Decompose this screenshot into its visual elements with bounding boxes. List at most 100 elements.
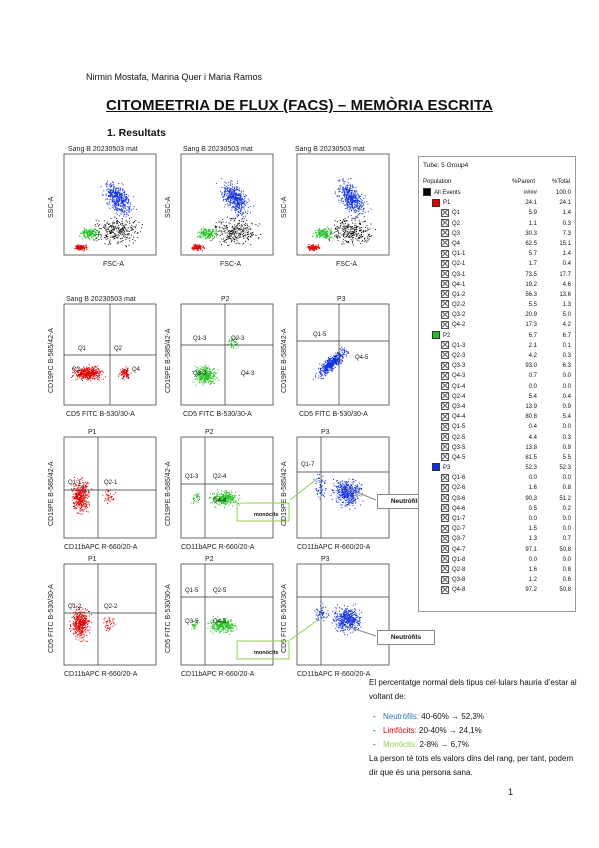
summary-text: El percentatge normal dels tipus cel·lul… <box>369 676 579 780</box>
dot-cloud <box>313 347 349 380</box>
row-name: Q1-6 <box>441 473 465 483</box>
dot-cloud <box>71 364 132 382</box>
gate-x-icon <box>441 310 449 319</box>
row-label: Q4-5 <box>452 454 466 461</box>
row-label: Q4-7 <box>452 546 466 553</box>
quadrant-label: Q1-5 <box>185 588 199 594</box>
gate-x-icon <box>441 341 449 350</box>
section-heading: 1. Resultats <box>107 127 166 139</box>
x-axis-label: CD11bAPC R-660/20-A <box>297 671 371 678</box>
y-axis-label: CD19PE B-585/42-A <box>165 461 172 526</box>
gate-color-icon <box>423 188 431 197</box>
row-total: 0.3 <box>562 220 571 227</box>
scatter-plot-row1-1: Sang B 20230503 mat FSC-A SSC-A <box>48 143 158 268</box>
row-parent: 0.0 <box>528 475 537 482</box>
y-axis-label: CD19PE B-585/42-A <box>48 461 55 526</box>
limfocits-range: 20-40% → 24,1% <box>416 726 482 735</box>
quadrant-label: Q1-3 <box>193 336 207 342</box>
row-label: Q3-2 <box>452 312 466 319</box>
row-parent: 93.0 <box>525 363 537 370</box>
gate-x-icon <box>441 483 449 492</box>
monocits-box-2 <box>236 640 290 660</box>
row-total: 6.3 <box>562 363 571 370</box>
row-name: P2 <box>432 331 450 341</box>
row-total: 52.3 <box>559 465 571 472</box>
table-row: Q3-7 1.3 0.7 <box>419 534 575 544</box>
quadrant-label: Q3-5 <box>185 619 199 625</box>
gate-x-icon <box>441 320 449 329</box>
row-parent: 30.3 <box>525 230 537 237</box>
plot-svg: P3 Q1-7 CD11bAPC R-660/20-A CD19PE B-585… <box>281 429 390 551</box>
population-table: Tube: 5 Group4 Population %Parent %Total… <box>418 156 576 612</box>
table-row: Q3-5 13.8 0.9 <box>419 443 575 453</box>
quadrant-label: Q2-4 <box>213 474 227 480</box>
row-parent: 0.5 <box>528 505 537 512</box>
quadrant-label: Q2-2 <box>104 604 118 610</box>
monocits-connector-1 <box>289 477 319 501</box>
row-parent: 52.3 <box>525 465 537 472</box>
row-name: Q3-3 <box>441 361 465 371</box>
neutrofils-item: Neutròfils: 40-60% → 52,3% <box>369 710 579 724</box>
quadrant-label: Q1-5 <box>313 332 327 338</box>
row-name: P1 <box>432 198 450 208</box>
row-label: Q1 <box>452 210 461 217</box>
scatter-plot-row2-2: P2 Q1-3 Q2-3 Q3-3 Q4-3 CD5 FITC B-530/30… <box>165 293 275 418</box>
row-label: Q1-6 <box>452 475 466 482</box>
row-label: Q1-8 <box>452 556 466 563</box>
row-total: 0.6 <box>562 577 571 584</box>
row-label: Q1-3 <box>452 342 466 349</box>
row-parent: 24.1 <box>525 200 537 207</box>
table-row: Q4 62.5 15.1 <box>419 239 575 249</box>
dot-cloud <box>69 603 116 643</box>
row-parent: 97.1 <box>525 546 537 553</box>
scatter-plot-row3-1: P1 Q1-1 Q2-1 CD11bAPC R-660/20-A CD19PE … <box>48 426 158 551</box>
row-label: Q1-4 <box>452 383 466 390</box>
row-label: Q2 <box>452 220 461 227</box>
row-label: Q3-7 <box>452 536 466 543</box>
row-name: Q4-5 <box>441 453 465 463</box>
row-name: P3 <box>432 463 450 473</box>
row-name: Q1-1 <box>441 249 465 259</box>
row-label: Q2-3 <box>452 353 466 359</box>
gate-x-icon <box>441 361 449 370</box>
table-row: Q4-5 81.5 5.5 <box>419 453 575 463</box>
y-axis-label: CD19PE B-585/42-A <box>281 461 288 526</box>
row-total: 0.3 <box>562 353 571 359</box>
neutrofils-label: Neutròfils: <box>383 712 420 721</box>
quadrant-label: Q1-7 <box>301 462 315 468</box>
row-parent: 1.6 <box>528 566 537 573</box>
row-label: Q2-2 <box>452 302 466 309</box>
page-number: 1 <box>508 787 514 797</box>
quadrant-label: Q1-3 <box>185 474 199 480</box>
dot-cloud <box>71 477 116 515</box>
x-axis-label: CD11bAPC R-660/20-A <box>64 671 138 678</box>
row-total: 100.0 <box>555 190 571 196</box>
plot-title: P1 <box>88 556 97 563</box>
row-label: Q2-1 <box>452 261 466 268</box>
table-rows: All Events #### 100.0 P1 24.1 24.1 Q1 5.9 1.4 Q2 1… <box>419 188 575 596</box>
table-row: Q2 1.1 0.3 <box>419 218 575 229</box>
row-total: 24.1 <box>559 200 571 207</box>
plot-svg: P2 Q1-3 Q2-3 Q3-3 Q4-3 CD5 FITC B-530/30… <box>165 296 274 418</box>
row-name: Q4-6 <box>441 504 465 514</box>
row-label: Q4-1 <box>452 281 466 288</box>
row-label: Q3-6 <box>452 495 466 502</box>
row-total: 17.7 <box>559 271 571 278</box>
quadrant-label: Q1-2 <box>68 604 82 610</box>
row-total: 1.4 <box>562 210 571 217</box>
plot-frame <box>180 153 274 256</box>
neutrofils-connector-2 <box>345 625 377 637</box>
plot-svg: P1 Q1-1 Q2-1 CD11bAPC R-660/20-A CD19PE … <box>48 429 157 551</box>
row-parent: 1.1 <box>528 220 537 227</box>
table-row: Q1-1 5.7 1.4 <box>419 249 575 259</box>
table-row: Q1-7 0.0 0.0 <box>419 514 575 524</box>
table-row: Q3-4 13.9 0.9 <box>419 402 575 412</box>
row-label: Q1-5 <box>452 424 466 431</box>
gate-x-icon <box>441 504 449 513</box>
x-axis-label: CD11bAPC R-660/20-A <box>64 544 138 551</box>
monocits-label-1: monòcits <box>254 512 279 518</box>
y-axis-label: CD5 FITC B-530/30-A <box>48 584 55 653</box>
row-name: Q2-8 <box>441 565 465 575</box>
quadrant-label: Q3 <box>72 367 81 373</box>
